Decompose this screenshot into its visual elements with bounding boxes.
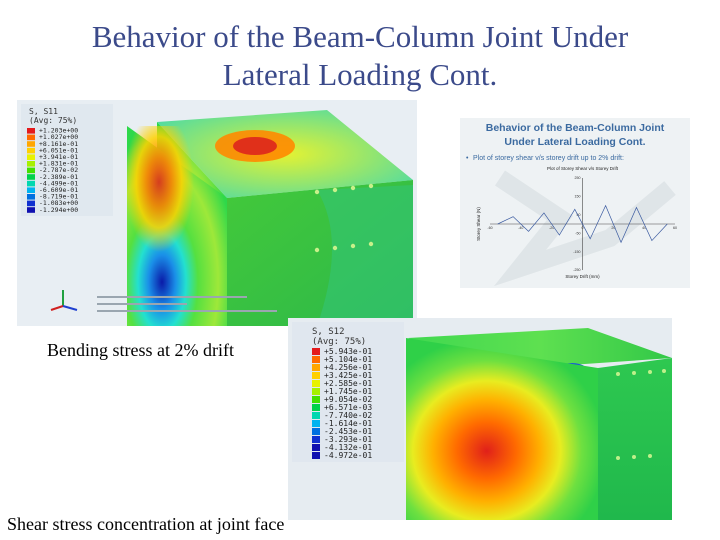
storey-shear-chart: Plot of Storey Shear v/s Storey Drift -60… [476, 166, 677, 279]
inset-slide-image: Behavior of the Beam-Column Joint Under … [460, 118, 690, 288]
y-tick-label: -250 [573, 268, 580, 272]
shear-legend-value: +4.256e-01 [324, 363, 372, 372]
shear-legend-swatch [312, 412, 320, 419]
bending-legend-swatch [27, 128, 35, 134]
bending-legend-value: +3.941e-01 [39, 153, 78, 161]
bending-legend-value: -6.609e-01 [39, 186, 78, 194]
bending-legend-value: -2.787e-02 [39, 166, 78, 174]
shear-caption: Shear stress concentration at joint face [7, 514, 285, 534]
bending-legend-value: -1.083e+00 [39, 199, 78, 207]
bending-legend-swatch [27, 141, 35, 147]
shear-legend-header-1: S, S12 [312, 327, 345, 337]
bending-legend-value: -4.499e-01 [39, 179, 78, 187]
bending-legend-swatch [27, 180, 35, 187]
bending-legend-header-2: (Avg: 75%) [29, 116, 77, 125]
inset-slide-title-2: Under Lateral Loading Cont. [504, 136, 645, 148]
shear-legend-value: +6.571e-03 [324, 403, 372, 412]
x-tick-label: -20 [549, 226, 554, 230]
x-tick-label: 0 [582, 226, 584, 230]
shear-legend-swatch [312, 436, 320, 443]
bending-stress-contour-image: S, S11 (Avg: 75%) +1.203e+00 +1.027e+00 +8… [17, 100, 417, 326]
bending-legend: S, S11 (Avg: 75%) +1.203e+00+1.027e+00+8… [21, 104, 113, 216]
slide-title: Behavior of the Beam-Column Joint Under … [0, 18, 720, 94]
shear-legend-swatch [312, 380, 320, 387]
shear-legend-value: -3.293e-01 [324, 435, 372, 444]
shear-legend-swatch [312, 388, 320, 395]
bending-caption: Bending stress at 2% drift [47, 340, 234, 360]
shear-legend-swatch [312, 356, 320, 363]
axis-triad-icon [50, 290, 78, 311]
bending-legend-value: +6.051e-01 [39, 146, 78, 154]
shear-legend-value: -1.614e-01 [324, 419, 372, 428]
shear-legend-value: +5.104e-01 [324, 355, 372, 364]
bending-legend-swatch [27, 134, 35, 141]
shear-legend-value: +3.425e-01 [324, 371, 372, 380]
x-tick-label: 20 [611, 226, 615, 230]
bending-legend-swatch [27, 207, 35, 213]
bending-legend-swatch [27, 194, 35, 200]
inset-slide-bullet-icon: • [466, 155, 469, 162]
bending-legend-swatch [27, 200, 35, 207]
shear-legend: S, S12 (Avg: 75%) +5.943e-01+5.104e-01+4… [292, 322, 404, 462]
bending-legend-swatch [27, 187, 35, 193]
bending-legend-value: -2.389e-01 [39, 173, 78, 181]
bending-legend-swatch [27, 154, 35, 160]
shear-legend-value: -7.740e-02 [324, 411, 372, 420]
shear-legend-value: -4.132e-01 [324, 443, 372, 452]
slide-title-line-1: Behavior of the Beam-Column Joint Under [91, 19, 629, 54]
chart-y-label: Storey Shear (N) [476, 207, 481, 241]
shear-stress-contour-image: S, S12 (Avg: 75%) +5.943e-01 +5.104e-01 +4… [288, 318, 672, 520]
x-tick-label: 60 [673, 226, 677, 230]
shear-legend-swatch [312, 420, 320, 427]
shear-legend-value: +9.054e-02 [324, 395, 372, 404]
x-tick-label: -60 [487, 226, 492, 230]
y-tick-label: 250 [575, 176, 581, 180]
bending-legend-value: +1.027e+00 [39, 133, 78, 141]
bending-legend-value: -1.294e+00 [39, 206, 78, 214]
bending-legend-swatch [27, 147, 35, 154]
chart-series-line [497, 204, 668, 244]
shear-legend-swatch [312, 396, 320, 403]
shear-legend-swatch [312, 372, 320, 379]
chart-title: Plot of Storey Shear v/s Storey Drift [547, 166, 619, 171]
bending-legend-value: +8.161e-01 [39, 140, 78, 148]
bending-legend-header-1: S, S11 [29, 107, 58, 116]
y-tick-label: -150 [573, 250, 580, 254]
inset-slide-bullet: Plot of storey shear v/s storey drift up… [473, 155, 624, 162]
bending-legend-swatch [27, 174, 35, 180]
shear-legend-header-2: (Avg: 75%) [312, 337, 366, 347]
shear-legend-swatch [312, 428, 320, 435]
shear-legend-swatch [312, 364, 320, 371]
shear-legend-value: -4.972e-01 [324, 451, 372, 460]
shear-legend-swatch [312, 404, 320, 411]
bending-legend-swatch [27, 167, 35, 174]
shear-legend-value: +1.745e-01 [324, 387, 372, 396]
shear-legend-value: -2.453e-01 [324, 427, 372, 436]
slide-title-line-2: Lateral Loading Cont. [222, 57, 498, 92]
inset-slide-title-1: Behavior of the Beam-Column Joint [486, 122, 665, 134]
shear-legend-swatch [312, 444, 320, 451]
bending-legend-value: -8.719e-01 [39, 193, 78, 201]
shear-legend-swatch [312, 348, 320, 355]
shear-legend-value: +5.943e-01 [324, 347, 372, 356]
y-tick-label: 150 [575, 195, 581, 199]
y-tick-label: 50 [577, 213, 581, 217]
bending-legend-value: +1.203e+00 [39, 127, 78, 135]
bending-legend-value: +1.831e-01 [39, 160, 78, 168]
bending-legend-swatch [27, 161, 35, 167]
shear-legend-swatch [312, 452, 320, 459]
y-tick-label: -50 [575, 231, 580, 235]
x-tick-label: -40 [518, 226, 523, 230]
x-tick-label: 40 [642, 226, 646, 230]
shear-legend-value: +2.585e-01 [324, 379, 372, 388]
chart-x-label: Storey Drift (mm) [565, 274, 600, 279]
